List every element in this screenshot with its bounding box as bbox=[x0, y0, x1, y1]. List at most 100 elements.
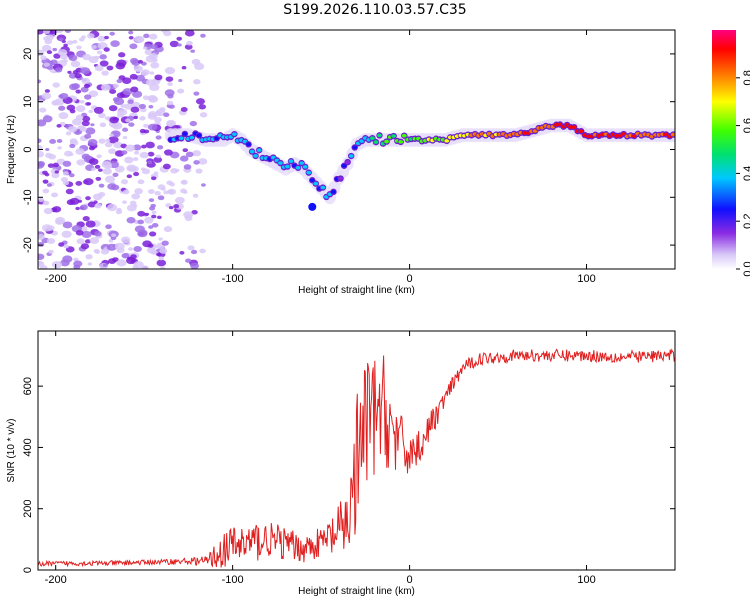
noise-blob bbox=[156, 252, 162, 257]
noise-blob bbox=[98, 138, 106, 144]
noise-blob bbox=[195, 168, 203, 174]
noise-blob bbox=[51, 172, 60, 179]
noise-blob bbox=[85, 254, 93, 260]
noise-blob bbox=[50, 59, 58, 66]
noise-blob bbox=[89, 237, 100, 244]
noise-blob bbox=[97, 35, 106, 42]
noise-blob bbox=[41, 92, 52, 100]
noise-blob bbox=[141, 168, 151, 175]
noise-blob bbox=[148, 105, 154, 109]
ridge-core bbox=[256, 148, 262, 152]
noise-blob bbox=[108, 148, 117, 155]
noise-blob bbox=[87, 138, 98, 146]
ridge-core bbox=[182, 132, 188, 136]
noise-blob bbox=[128, 30, 134, 35]
noise-blob bbox=[52, 162, 59, 168]
noise-blob bbox=[113, 97, 125, 106]
noise-blob bbox=[105, 224, 112, 230]
noise-blob bbox=[186, 40, 193, 46]
noise-blob bbox=[83, 94, 92, 100]
noise-blob bbox=[62, 59, 68, 63]
noise-blob bbox=[70, 60, 81, 68]
ridge-core bbox=[345, 160, 351, 164]
noise-blob bbox=[43, 62, 50, 67]
noise-blob bbox=[193, 79, 201, 85]
noise-blob bbox=[116, 59, 127, 67]
noise-blob bbox=[159, 266, 166, 269]
ridge-core bbox=[444, 139, 450, 143]
noise-blob bbox=[97, 42, 108, 50]
noise-blob bbox=[51, 261, 62, 269]
snr-frame bbox=[37, 330, 676, 571]
noise-blob bbox=[147, 189, 155, 194]
noise-blob bbox=[45, 34, 54, 41]
noise-blob bbox=[144, 212, 150, 216]
noise-blob bbox=[148, 231, 157, 237]
noise-blob bbox=[97, 168, 103, 172]
noise-blob bbox=[187, 245, 195, 251]
noise-blob bbox=[49, 139, 57, 144]
noise-blob bbox=[185, 258, 192, 263]
noise-blob bbox=[95, 176, 102, 181]
noise-blob bbox=[128, 35, 134, 40]
noise-blob bbox=[38, 79, 42, 84]
noise-blob bbox=[139, 151, 149, 159]
noise-blob bbox=[62, 160, 72, 167]
ridge-core bbox=[178, 136, 184, 141]
noise-blob bbox=[106, 203, 118, 212]
noise-blob bbox=[108, 136, 119, 144]
noise-blob bbox=[88, 109, 94, 114]
noise-blob bbox=[130, 86, 139, 93]
snr-xtick-label: -100 bbox=[222, 574, 244, 586]
noise-blob bbox=[190, 262, 200, 269]
ridge-core bbox=[309, 178, 315, 183]
noise-blob bbox=[139, 116, 146, 121]
noise-blob bbox=[199, 248, 206, 254]
noise-blob bbox=[131, 101, 141, 109]
noise-blob bbox=[149, 71, 155, 75]
noise-blob bbox=[121, 252, 130, 259]
snr-xlabel: Height of straight line (km) bbox=[298, 586, 415, 597]
noise-blob bbox=[102, 263, 108, 267]
noise-blob bbox=[109, 133, 115, 137]
noise-blob bbox=[133, 261, 144, 269]
noise-blob bbox=[112, 172, 119, 177]
figure-title: S199.2026.110.03.57.C35 bbox=[283, 2, 467, 18]
noise-blob bbox=[42, 200, 50, 206]
noise-blob bbox=[147, 123, 158, 131]
noise-blob bbox=[147, 151, 155, 157]
ridge-core bbox=[398, 140, 404, 144]
noise-blob bbox=[62, 171, 69, 176]
spectrogram-ytick-label: 10 bbox=[22, 96, 34, 108]
noise-blob bbox=[173, 204, 180, 209]
noise-blob bbox=[137, 229, 148, 238]
ridge-core bbox=[313, 181, 319, 186]
noise-blob bbox=[130, 106, 140, 113]
noise-blob bbox=[98, 183, 105, 188]
snr-panel: -200 -100 0 100 0 200 400 600 Height of straight… bbox=[6, 330, 676, 597]
noise-blob bbox=[105, 164, 113, 169]
snr-ylabel: SNR (10 * v/v) bbox=[6, 419, 17, 483]
noise-blob bbox=[38, 161, 45, 169]
noise-blob bbox=[163, 112, 170, 118]
noise-blob bbox=[81, 35, 86, 39]
noise-blob bbox=[122, 200, 127, 204]
ridge-core bbox=[196, 133, 202, 138]
spectrogram-ytick-label: -20 bbox=[22, 237, 34, 253]
noise-blob bbox=[116, 259, 127, 267]
noise-blob bbox=[46, 183, 52, 187]
noise-blob bbox=[126, 204, 137, 212]
noise-blob bbox=[151, 176, 157, 181]
noise-blob bbox=[130, 165, 139, 173]
noise-blob bbox=[38, 242, 45, 247]
ridge-core bbox=[278, 161, 283, 165]
noise-blob bbox=[47, 30, 58, 35]
noise-blob bbox=[85, 196, 91, 201]
noise-blob bbox=[68, 54, 78, 62]
noise-blob bbox=[94, 250, 101, 254]
noise-blob bbox=[80, 243, 90, 250]
noise-blob bbox=[52, 206, 62, 213]
noise-blob bbox=[44, 172, 50, 177]
noise-blob bbox=[156, 215, 162, 220]
